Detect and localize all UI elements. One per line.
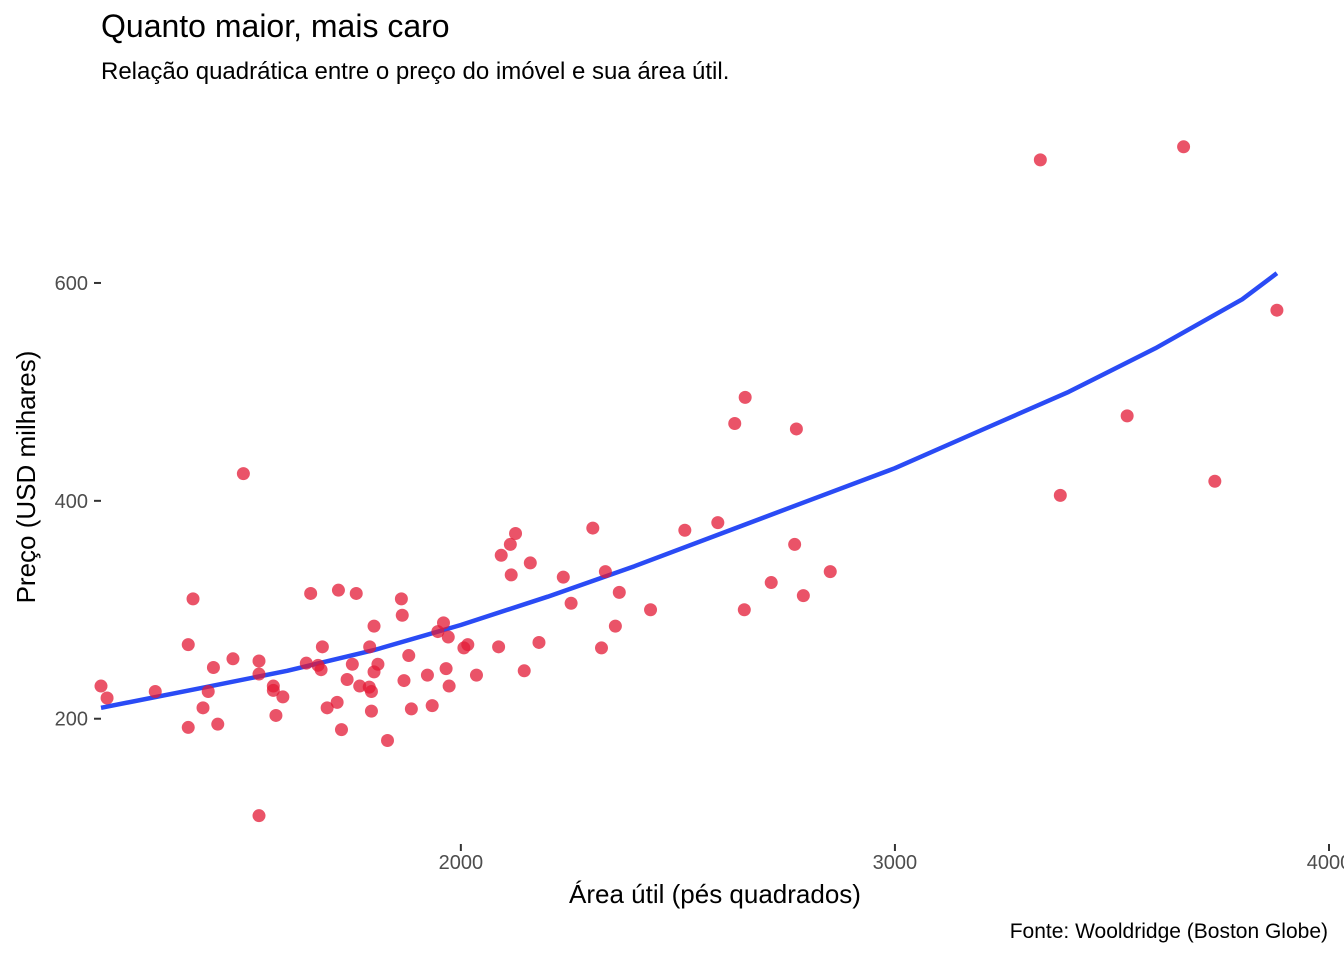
data-point	[201, 684, 215, 698]
data-point	[503, 537, 517, 551]
data-point	[394, 592, 408, 606]
data-point	[367, 619, 381, 633]
data-point	[206, 661, 220, 675]
data-point	[788, 537, 802, 551]
data-point	[711, 516, 725, 530]
data-point	[299, 656, 313, 670]
data-point	[380, 734, 394, 748]
data-point	[1033, 153, 1047, 167]
data-point	[402, 649, 416, 663]
data-point	[404, 702, 418, 716]
data-point	[608, 619, 622, 633]
data-point	[504, 568, 518, 582]
data-point	[252, 667, 266, 681]
data-point	[509, 527, 523, 541]
data-point	[266, 679, 280, 693]
fit-layer	[100, 271, 1279, 711]
data-point	[442, 679, 456, 693]
x-axis: 2000 3000 4000	[439, 844, 1344, 874]
data-point	[353, 679, 367, 693]
data-point	[439, 662, 453, 676]
data-point	[269, 708, 283, 722]
data-point	[1208, 474, 1222, 488]
data-point	[598, 565, 612, 579]
x-tick-label: 2000	[439, 852, 484, 874]
data-point	[320, 701, 334, 715]
data-point	[1270, 303, 1284, 317]
y-tick-label: 200	[55, 709, 88, 731]
data-point	[492, 640, 506, 654]
y-tick-label: 400	[55, 491, 88, 513]
data-point	[148, 684, 162, 698]
chart-subtitle: Relação quadrática entre o preço do imóv…	[101, 58, 730, 85]
data-point	[532, 635, 546, 649]
data-point	[181, 720, 195, 734]
data-point	[252, 809, 266, 823]
x-axis-title: Área útil (pés quadrados)	[569, 879, 861, 909]
data-point	[371, 657, 385, 671]
data-point	[395, 608, 409, 622]
data-point	[737, 603, 751, 617]
chart-caption: Fonte: Wooldridge (Boston Globe)	[1009, 920, 1328, 943]
data-point	[823, 565, 837, 579]
data-point	[186, 592, 200, 606]
data-point	[441, 630, 455, 644]
data-point	[330, 695, 344, 709]
data-point	[196, 701, 210, 715]
data-point	[461, 638, 475, 652]
data-point	[556, 570, 570, 584]
data-point	[738, 390, 752, 404]
data-point	[764, 576, 778, 590]
data-point	[728, 416, 742, 430]
data-point	[226, 652, 240, 666]
data-point	[181, 638, 195, 652]
x-tick-label: 3000	[873, 852, 918, 874]
data-point	[594, 641, 608, 655]
data-point	[612, 585, 626, 599]
data-point	[94, 679, 108, 693]
data-point	[304, 586, 318, 600]
data-point	[425, 699, 439, 713]
data-point	[397, 674, 411, 688]
data-point	[420, 668, 434, 682]
data-point	[796, 589, 810, 603]
data-point	[340, 673, 354, 687]
fit-curve-line	[100, 271, 1279, 711]
data-point	[523, 556, 537, 570]
data-point	[315, 640, 329, 654]
y-axis-title: Preço (USD milhares)	[11, 351, 41, 604]
data-point	[345, 657, 359, 671]
data-point	[789, 422, 803, 436]
data-point	[1120, 409, 1134, 423]
data-point	[364, 684, 378, 698]
data-point	[252, 654, 266, 668]
data-point	[494, 548, 508, 562]
data-point	[517, 664, 531, 678]
data-point	[1053, 488, 1067, 502]
data-point	[211, 717, 225, 731]
y-tick-label: 600	[55, 273, 88, 295]
data-point	[564, 596, 578, 610]
data-point	[100, 691, 114, 705]
data-point	[276, 690, 290, 704]
data-point	[644, 603, 658, 617]
data-point	[436, 616, 450, 630]
chart-title: Quanto maior, mais caro	[101, 8, 450, 44]
points-layer	[94, 140, 1284, 823]
data-point	[678, 523, 692, 537]
data-point	[469, 668, 483, 682]
data-point	[363, 640, 377, 654]
data-point	[349, 586, 363, 600]
y-axis: 200 400 600	[55, 273, 101, 731]
data-point	[331, 583, 345, 597]
x-tick-label: 4000	[1307, 852, 1344, 874]
data-point	[314, 663, 328, 677]
data-point	[236, 467, 250, 481]
data-point	[586, 521, 600, 535]
data-point	[364, 704, 378, 718]
data-point	[1177, 140, 1191, 154]
data-point	[334, 723, 348, 737]
